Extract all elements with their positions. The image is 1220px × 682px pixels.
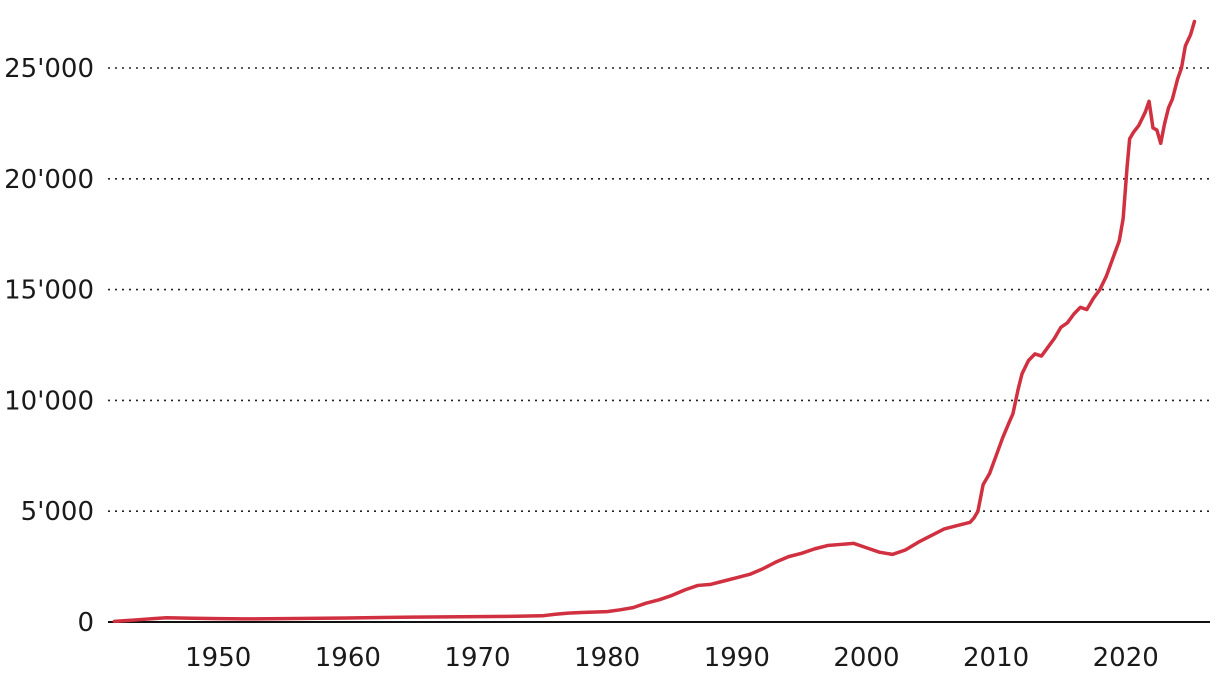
x-axis-tick-labels: 1950 1960 1970 1980 1990 2000 2010 2020: [185, 643, 1159, 673]
x-tick-label: 1960: [315, 643, 381, 673]
x-tick-label: 2010: [963, 643, 1029, 673]
x-tick-label: 2000: [833, 643, 899, 673]
y-tick-label: 20'000: [4, 165, 94, 195]
y-tick-label: 25'000: [4, 54, 94, 84]
y-axis-tick-labels: 0 5'000 10'000 15'000 20'000 25'000: [4, 54, 94, 638]
x-tick-label: 1970: [444, 643, 510, 673]
x-tick-label: 1990: [704, 643, 770, 673]
y-tick-label: 5'000: [21, 497, 94, 527]
series-line-0: [112, 19, 1197, 624]
y-tick-label: 0: [77, 608, 94, 638]
y-tick-label: 15'000: [4, 276, 94, 306]
x-tick-label: 1950: [185, 643, 251, 673]
gridlines: [108, 67, 1210, 513]
x-tick-label: 1980: [574, 643, 640, 673]
y-tick-label: 10'000: [4, 386, 94, 416]
series-layer: [112, 19, 1197, 624]
x-tick-label: 2020: [1093, 643, 1159, 673]
